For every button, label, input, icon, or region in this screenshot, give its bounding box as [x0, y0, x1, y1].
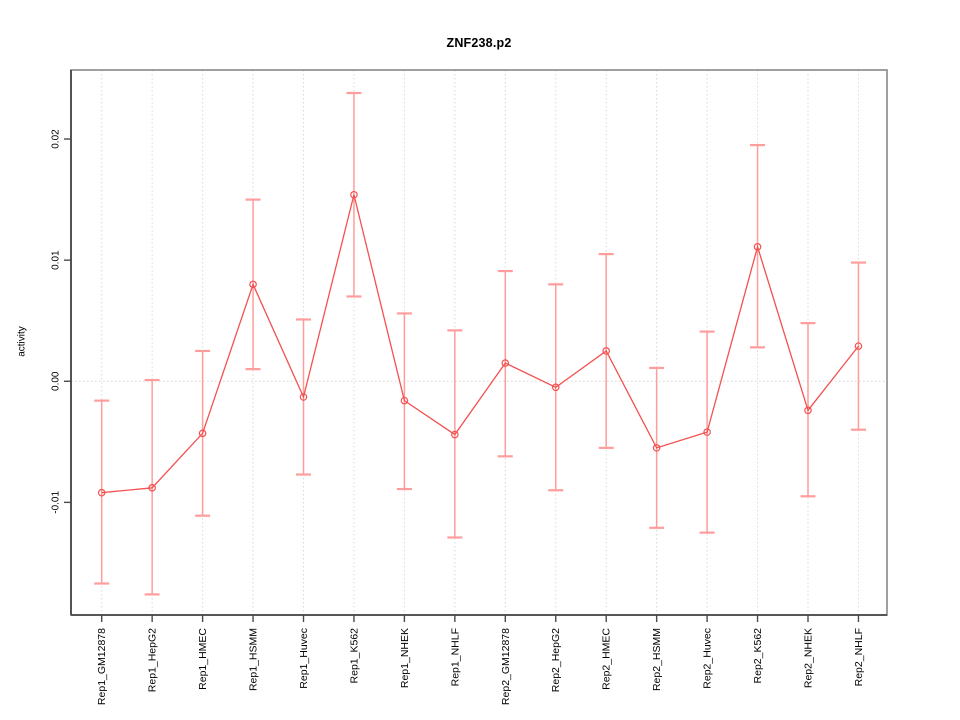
y-tick-label: 0.00 [51, 371, 62, 391]
y-tick-label: 0.01 [51, 250, 62, 270]
data-point [299, 393, 308, 401]
data-point [652, 444, 661, 452]
x-tick-label: Rep1_HepG2 [147, 628, 159, 692]
x-tick-label: Rep1_NHLF [449, 628, 461, 686]
data-point [854, 342, 863, 350]
data-point [400, 396, 409, 405]
x-tick-label: Rep1_GM12878 [96, 628, 108, 705]
x-tick-label: Rep2_HMEC [601, 628, 613, 690]
data-point [804, 406, 812, 415]
x-tick-label: Rep1_NHEK [399, 628, 411, 688]
data-point [148, 484, 156, 492]
x-tick-label: Rep2_GM12878 [500, 628, 512, 705]
data-point [451, 430, 459, 439]
x-tick-label: Rep2_Huvec [702, 628, 714, 689]
x-tick-label: Rep2_HSMM [651, 628, 663, 691]
data-point [703, 428, 711, 436]
data-point [97, 488, 106, 497]
data-point [350, 190, 358, 199]
x-tick-label: Rep2_NHEK [802, 628, 814, 688]
x-tick-label: Rep2_K562 [752, 628, 764, 684]
series-line [101, 194, 859, 494]
data-point [753, 243, 762, 251]
plot-box [70, 69, 888, 616]
data-point [602, 347, 611, 355]
y-axis-label: activity [16, 326, 28, 357]
data-point [551, 383, 560, 392]
chart-title: ZNF238.p2 [446, 36, 512, 50]
x-tick-label: Rep1_HSMM [248, 628, 260, 691]
x-tick-label: Rep1_Huvec [298, 628, 310, 689]
x-tick-label: Rep1_HMEC [197, 628, 209, 690]
x-tick-label: Rep2_NHLF [853, 628, 865, 686]
data-point [501, 359, 510, 367]
x-tick-label: Rep2_HepG2 [550, 628, 562, 692]
y-tick-label: 0.02 [51, 129, 62, 149]
data-point [249, 280, 257, 289]
y-tick-label: -0.01 [51, 491, 62, 514]
x-tick-label: Rep1_K562 [348, 628, 360, 684]
data-point [198, 429, 207, 438]
